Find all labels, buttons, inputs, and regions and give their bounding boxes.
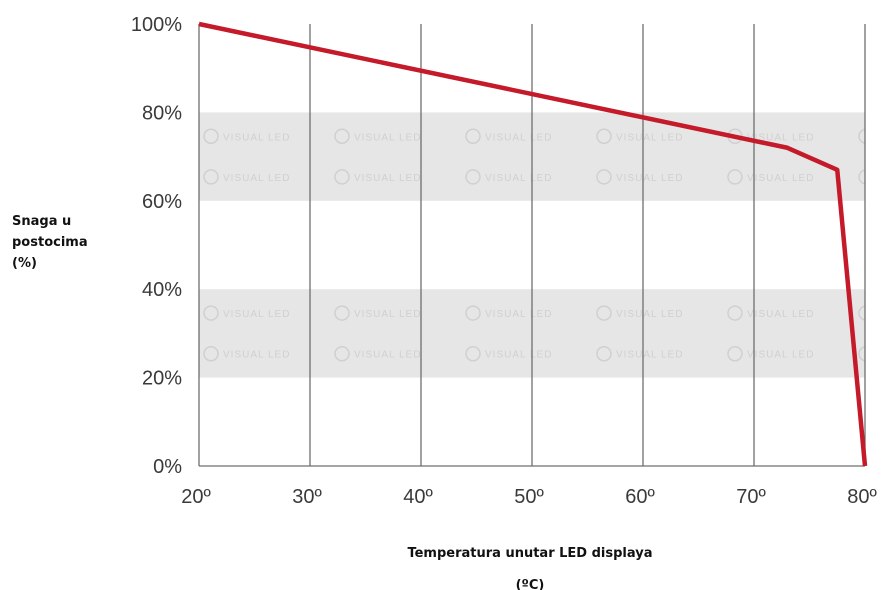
watermark-logo: VISUAL LED [596, 305, 683, 321]
watermark-emblem-icon [858, 346, 865, 362]
watermark-label: VISUAL LED [223, 132, 290, 143]
y-tick-label: 40% [142, 279, 182, 301]
watermark-logo: VISUAL LED [334, 345, 421, 362]
watermark-label: VISUAL LED [616, 173, 683, 184]
watermark-label: VISUAL LED [878, 350, 890, 361]
watermark-logo: VISUAL LED [203, 345, 290, 362]
vertical-gridlines [198, 24, 866, 466]
watermark-emblem-icon [858, 169, 865, 185]
watermark-emblem-icon [727, 169, 743, 185]
watermark-label: VISUAL LED [747, 132, 814, 143]
y-axis-label-line: (%) [12, 256, 37, 271]
y-tick-label: 80% [142, 102, 182, 124]
x-tick-label: 30º [292, 486, 322, 508]
y-tick-label: 20% [142, 368, 182, 390]
x-tick-label: 80º [847, 486, 877, 508]
watermark-label: VISUAL LED [878, 173, 890, 184]
watermark-logo: VISUAL LED [465, 169, 552, 185]
x-axis-label: Temperatura unutar LED displaya (ºC) [330, 538, 730, 590]
watermark-emblem-icon [203, 345, 219, 362]
watermark-logo: VISUAL LED [334, 128, 421, 145]
watermark-label: VISUAL LED [354, 173, 421, 184]
x-tick-label: 70º [736, 486, 766, 508]
watermark-label: VISUAL LED [485, 309, 552, 320]
watermark-emblem-icon [465, 128, 481, 145]
watermark-emblem-icon [858, 128, 865, 144]
watermark-label: VISUAL LED [616, 350, 683, 361]
watermark-emblem-icon [858, 305, 865, 321]
x-tick-label: 40º [403, 486, 433, 508]
x-tick-label: 50º [514, 486, 544, 508]
series-line [198, 21, 868, 467]
y-tick-label: 0% [153, 456, 182, 478]
watermark-emblem-icon [334, 169, 350, 185]
watermark-emblem-icon [334, 345, 350, 362]
watermark-label: VISUAL LED [747, 173, 814, 184]
watermark-emblem-icon [334, 128, 350, 145]
x-tick-label: 20º [181, 486, 211, 508]
watermark-label: VISUAL LED [616, 309, 683, 320]
watermark-emblem-icon [727, 305, 743, 321]
watermark-logo: VISUAL LED [596, 128, 683, 145]
watermark-logo: VISUAL LED [203, 169, 290, 185]
watermark-emblem-icon [465, 169, 481, 185]
watermark-logo: VISUAL LED [858, 169, 890, 185]
watermark-label: VISUAL LED [485, 132, 552, 143]
watermark-emblem-icon [596, 305, 612, 321]
watermark-label: VISUAL LED [354, 132, 421, 143]
y-axis-label-line: Snaga u [12, 214, 72, 229]
watermark-label: VISUAL LED [223, 309, 290, 320]
watermark-logo: VISUAL LED [858, 128, 890, 144]
watermark-emblem-icon [596, 169, 612, 185]
y-tick-label: 60% [142, 191, 182, 213]
watermark-logo: VISUAL LED [465, 305, 552, 321]
watermark-logo: VISUAL LED [334, 305, 421, 321]
watermark-logo: VISUAL LED [334, 169, 421, 185]
watermark-logo: VISUAL LED [465, 128, 552, 145]
watermark-logo: VISUAL LED [727, 345, 814, 362]
watermark-layer: VISUAL LED VISUAL LED VISUAL LED VISUAL LED… [203, 128, 890, 362]
x-tick-label: 60º [625, 486, 655, 508]
watermark-label: VISUAL LED [223, 350, 290, 361]
y-tick-label: 100% [131, 14, 182, 36]
watermark-logo: VISUAL LED [465, 345, 552, 362]
watermark-label: VISUAL LED [616, 132, 683, 143]
watermark-logo: VISUAL LED [727, 169, 814, 185]
watermark-label: VISUAL LED [485, 350, 552, 361]
y-axis-label-line: postocima [12, 235, 88, 250]
watermark-label: VISUAL LED [878, 132, 890, 143]
watermark-label: VISUAL LED [354, 309, 421, 320]
watermark-emblem-icon [596, 345, 612, 362]
watermark-logo: VISUAL LED [858, 346, 890, 362]
x-axis-label-line: (ºC) [515, 578, 545, 590]
watermark-logo: VISUAL LED [203, 305, 290, 321]
watermark-label: VISUAL LED [354, 350, 421, 361]
watermark-logo: VISUAL LED [596, 169, 683, 185]
watermark-logo: VISUAL LED [858, 305, 890, 321]
tick-labels: 0% 20% 40% 60% 80% 100% 20º 30º 40º 50º 60º 70º 80º [131, 14, 878, 508]
watermark-emblem-icon [727, 345, 743, 362]
watermark-logo: VISUAL LED [203, 128, 290, 145]
watermark-emblem-icon [596, 128, 612, 145]
watermark-emblem-icon [203, 169, 219, 185]
watermark-label: VISUAL LED [747, 309, 814, 320]
watermark-emblem-icon [334, 305, 350, 321]
watermark-emblem-icon [203, 128, 219, 145]
watermark-label: VISUAL LED [747, 350, 814, 361]
watermark-emblem-icon [465, 305, 481, 321]
watermark-emblem-icon [465, 345, 481, 362]
watermark-logo: VISUAL LED [727, 305, 814, 321]
watermark-label: VISUAL LED [485, 173, 552, 184]
watermark-label: VISUAL LED [223, 173, 290, 184]
series-line-layer [198, 21, 868, 467]
x-axis-label-line: Temperatura unutar LED displaya [407, 546, 653, 561]
watermark-logo: VISUAL LED [596, 345, 683, 362]
watermark-label: VISUAL LED [878, 309, 890, 320]
watermark-emblem-icon [203, 305, 219, 321]
y-axis-label: Snaga u postocima (%) [12, 211, 122, 274]
